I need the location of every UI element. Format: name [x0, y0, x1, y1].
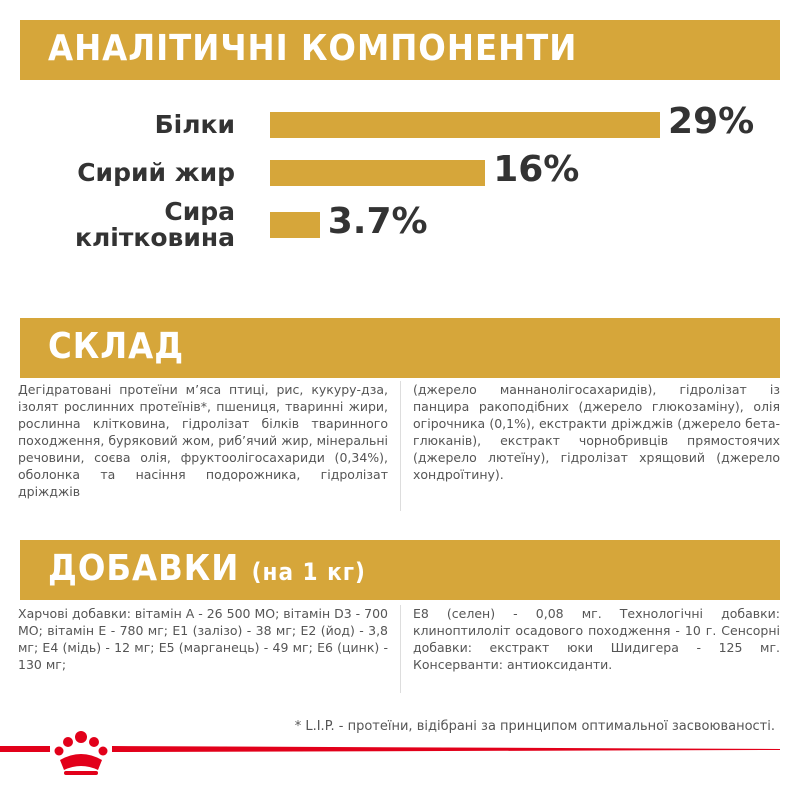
title-subtitle: (на 1 кг) [251, 558, 366, 586]
separator [400, 381, 401, 511]
footnote: * L.I.P. - протеїни, відібрані за принци… [294, 719, 775, 734]
header-band: АНАЛІТИЧНІ КОМПОНЕНТИ [20, 20, 780, 80]
bar [270, 112, 661, 138]
value-label: 3.7% [327, 201, 428, 242]
component-label: Сира клітковина [75, 197, 235, 252]
section-title: ДОБАВКИ (на 1 кг) [48, 548, 366, 589]
red-line [112, 746, 780, 752]
title-text: ДОБАВКИ [48, 548, 240, 589]
section-title: АНАЛІТИЧНІ КОМПОНЕНТИ [48, 28, 578, 69]
text-column: Дегідратовані протеїни м’яса птиці, рис,… [18, 382, 388, 499]
component-label: Сирий жир [77, 158, 235, 187]
bar [270, 212, 320, 238]
header-band: СКЛАД [20, 318, 780, 378]
separator [400, 605, 401, 693]
text-column: Е8 (селен) - 0,08 мг. Технологічні добав… [413, 606, 780, 672]
red-line [0, 746, 50, 752]
header-band: ДОБАВКИ (на 1 кг) [20, 540, 780, 600]
text-column: Харчові добавки: вітамін А - 26 500 МО; … [18, 606, 388, 672]
value-label: 29% [668, 101, 755, 142]
section-title: СКЛАД [48, 326, 185, 367]
crown-logo [54, 731, 108, 775]
bar [270, 160, 486, 186]
value-label: 16% [493, 149, 580, 190]
component-label: Білки [154, 110, 235, 139]
text-column: (джерело маннанолігосахаридів), гідроліз… [413, 382, 780, 482]
